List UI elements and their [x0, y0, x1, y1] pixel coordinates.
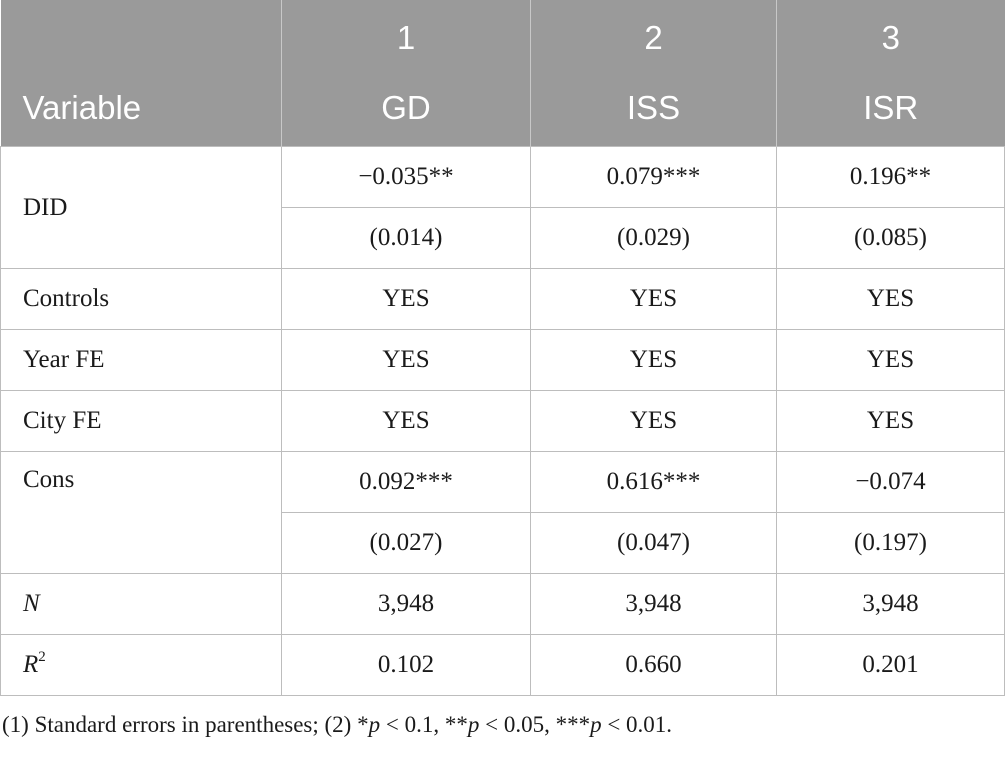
- row-label-n: N: [0, 573, 282, 635]
- regression-table: 1 2 3 Variable GD ISS ISR DID −0.035** 0…: [0, 0, 1005, 696]
- cell-did-iss-se: (0.029): [530, 207, 777, 269]
- table-row-cons-coef: Cons 0.092*** 0.616*** −0.074: [0, 451, 1005, 574]
- cell-r2-gd: 0.102: [281, 634, 531, 696]
- row-label-year-fe: Year FE: [0, 329, 282, 391]
- cell-n-iss: 3,948: [530, 573, 777, 635]
- cell-did-isr-coef: 0.196**: [776, 146, 1005, 208]
- cell-did-isr-se: (0.085): [776, 207, 1005, 269]
- header-iss: ISS: [530, 70, 777, 147]
- row-label-r2: R2: [0, 634, 282, 696]
- table-row-did-se: (0.014) (0.029) (0.085): [1, 207, 1005, 269]
- row-label-city-fe: City FE: [0, 390, 282, 452]
- cell-n-gd: 3,948: [281, 573, 531, 635]
- cell-city-fe-isr: YES: [776, 390, 1005, 452]
- header-gd: GD: [281, 70, 531, 147]
- r2-label-base: R: [23, 651, 39, 678]
- table-row-did-coef: DID −0.035** 0.079*** 0.196**: [0, 146, 1005, 269]
- row-label-did: DID: [0, 146, 282, 269]
- table-row-year-fe: Year FE YES YES YES: [0, 329, 1005, 391]
- cell-cons-iss-se: (0.047): [530, 512, 777, 574]
- cell-cons-gd-coef: 0.092***: [281, 451, 531, 513]
- header-row-numbers: 1 2 3: [0, 0, 1005, 70]
- table-row-n: N 3,948 3,948 3,948: [0, 573, 1005, 635]
- cell-year-fe-iss: YES: [530, 329, 777, 391]
- header-isr: ISR: [776, 70, 1005, 147]
- cell-did-iss-coef: 0.079***: [530, 146, 777, 208]
- r2-label-superscript: 2: [38, 649, 46, 665]
- header-column-number-3: 3: [776, 0, 1005, 70]
- header-column-number-2: 2: [530, 0, 777, 70]
- cell-year-fe-gd: YES: [281, 329, 531, 391]
- table-row-controls: Controls YES YES YES: [0, 268, 1005, 330]
- cell-controls-iss: YES: [530, 268, 777, 330]
- header-column-number-1: 1: [281, 0, 531, 70]
- header-row-names: Variable GD ISS ISR: [0, 70, 1005, 147]
- header-blank-cell: [0, 0, 282, 70]
- row-label-controls: Controls: [0, 268, 282, 330]
- cell-cons-isr-se: (0.197): [776, 512, 1005, 574]
- cell-city-fe-iss: YES: [530, 390, 777, 452]
- cell-did-gd-coef: −0.035**: [281, 146, 531, 208]
- cell-did-gd-se: (0.014): [281, 207, 531, 269]
- cell-year-fe-isr: YES: [776, 329, 1005, 391]
- cell-n-isr: 3,948: [776, 573, 1005, 635]
- header-variable: Variable: [0, 70, 282, 147]
- cell-cons-iss-coef: 0.616***: [530, 451, 777, 513]
- cell-r2-isr: 0.201: [776, 634, 1005, 696]
- footnote-text: (1) Standard errors in parentheses; (2) …: [2, 712, 673, 737]
- cell-cons-gd-se: (0.027): [281, 512, 531, 574]
- table-header: 1 2 3 Variable GD ISS ISR: [0, 0, 1005, 147]
- cell-r2-iss: 0.660: [530, 634, 777, 696]
- table-row-r2: R2 0.102 0.660 0.201: [0, 634, 1005, 696]
- row-label-cons: Cons: [0, 451, 282, 574]
- cell-city-fe-gd: YES: [281, 390, 531, 452]
- table-footnote: (1) Standard errors in parentheses; (2) …: [2, 712, 672, 738]
- table-body: DID −0.035** 0.079*** 0.196** (0.014) (0…: [0, 146, 1005, 696]
- cell-cons-isr-coef: −0.074: [776, 451, 1005, 513]
- cell-controls-gd: YES: [281, 268, 531, 330]
- table-row-city-fe: City FE YES YES YES: [0, 390, 1005, 452]
- cell-controls-isr: YES: [776, 268, 1005, 330]
